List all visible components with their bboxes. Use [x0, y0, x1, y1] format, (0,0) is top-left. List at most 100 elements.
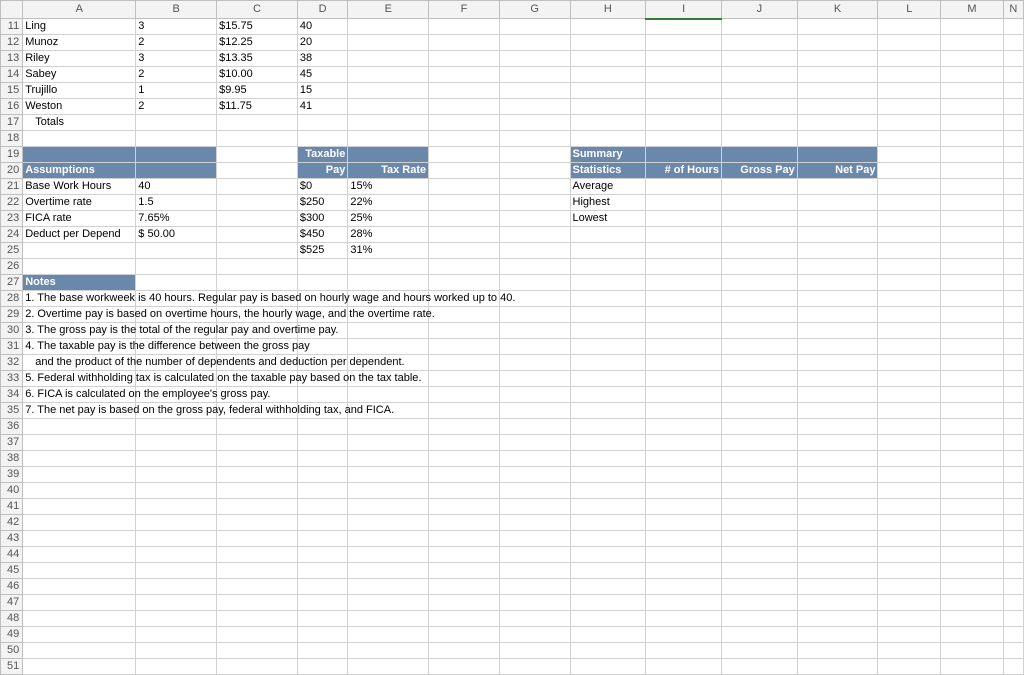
cell-G12[interactable]	[499, 35, 570, 51]
cell-L23[interactable]	[878, 211, 941, 227]
cell-A33[interactable]: 5. Federal withholding tax is calculated…	[23, 371, 136, 387]
cell-D34[interactable]	[297, 387, 347, 403]
cell-L37[interactable]	[878, 435, 941, 451]
cell-F14[interactable]	[429, 67, 500, 83]
cell-E14[interactable]	[348, 67, 429, 83]
cell-C25[interactable]	[217, 243, 298, 259]
cell-I26[interactable]	[646, 259, 722, 275]
cell-H37[interactable]	[570, 435, 646, 451]
cell-H14[interactable]	[570, 67, 646, 83]
cell-H50[interactable]	[570, 643, 646, 659]
cell-A30[interactable]: 3. The gross pay is the total of the reg…	[23, 323, 136, 339]
cell-L49[interactable]	[878, 627, 941, 643]
cell-D24[interactable]: $450	[297, 227, 347, 243]
row-header-42[interactable]: 42	[1, 515, 23, 531]
cell-G27[interactable]	[499, 275, 570, 291]
row-header-30[interactable]: 30	[1, 323, 23, 339]
cell-D51[interactable]	[297, 659, 347, 675]
cell-N42[interactable]	[1003, 515, 1023, 531]
cell-J35[interactable]	[721, 403, 797, 419]
cell-K40[interactable]	[797, 483, 878, 499]
col-header-E[interactable]: E	[348, 1, 429, 19]
row-header-49[interactable]: 49	[1, 627, 23, 643]
cell-B20[interactable]	[136, 163, 217, 179]
cell-E46[interactable]	[348, 579, 429, 595]
cell-F27[interactable]	[429, 275, 500, 291]
cell-G31[interactable]	[499, 339, 570, 355]
cell-E17[interactable]	[348, 115, 429, 131]
row-header-36[interactable]: 36	[1, 419, 23, 435]
cell-K51[interactable]	[797, 659, 878, 675]
cell-N20[interactable]	[1003, 163, 1023, 179]
cell-E41[interactable]	[348, 499, 429, 515]
cell-G25[interactable]	[499, 243, 570, 259]
cell-H48[interactable]	[570, 611, 646, 627]
cell-M51[interactable]	[941, 659, 1004, 675]
row-40[interactable]: 40	[1, 483, 1024, 499]
cell-I31[interactable]	[646, 339, 722, 355]
cell-N27[interactable]	[1003, 275, 1023, 291]
cell-I29[interactable]	[646, 307, 722, 323]
cell-K49[interactable]	[797, 627, 878, 643]
cell-L25[interactable]	[878, 243, 941, 259]
row-50[interactable]: 50	[1, 643, 1024, 659]
row-header-46[interactable]: 46	[1, 579, 23, 595]
row-34[interactable]: 346. FICA is calculated on the employee'…	[1, 387, 1024, 403]
cell-C42[interactable]	[217, 515, 298, 531]
cell-J31[interactable]	[721, 339, 797, 355]
cell-C20[interactable]	[217, 163, 298, 179]
cell-H32[interactable]	[570, 355, 646, 371]
cell-E16[interactable]	[348, 99, 429, 115]
row-41[interactable]: 41	[1, 499, 1024, 515]
cell-I11[interactable]	[646, 19, 722, 35]
cell-J25[interactable]	[721, 243, 797, 259]
cell-H29[interactable]	[570, 307, 646, 323]
cell-A39[interactable]	[23, 467, 136, 483]
cell-L29[interactable]	[878, 307, 941, 323]
cell-J13[interactable]	[721, 51, 797, 67]
cell-N41[interactable]	[1003, 499, 1023, 515]
cell-M38[interactable]	[941, 451, 1004, 467]
cell-F33[interactable]	[429, 371, 500, 387]
cell-E23[interactable]: 25%	[348, 211, 429, 227]
cell-K21[interactable]	[797, 179, 878, 195]
cell-B12[interactable]: 2	[136, 35, 217, 51]
row-header-51[interactable]: 51	[1, 659, 23, 675]
cell-B23[interactable]: 7.65%	[136, 211, 217, 227]
cell-J41[interactable]	[721, 499, 797, 515]
cell-H31[interactable]	[570, 339, 646, 355]
cell-N18[interactable]	[1003, 131, 1023, 147]
cell-M19[interactable]	[941, 147, 1004, 163]
cell-B11[interactable]: 3	[136, 19, 217, 35]
cell-M33[interactable]	[941, 371, 1004, 387]
cell-M36[interactable]	[941, 419, 1004, 435]
cell-F23[interactable]	[429, 211, 500, 227]
cell-J28[interactable]	[721, 291, 797, 307]
cell-I50[interactable]	[646, 643, 722, 659]
row-header-24[interactable]: 24	[1, 227, 23, 243]
cell-F13[interactable]	[429, 51, 500, 67]
cell-G17[interactable]	[499, 115, 570, 131]
row-header-18[interactable]: 18	[1, 131, 23, 147]
row-22[interactable]: 22Overtime rate1.5$25022%Highest	[1, 195, 1024, 211]
cell-H46[interactable]	[570, 579, 646, 595]
cell-G33[interactable]	[499, 371, 570, 387]
cell-B19[interactable]	[136, 147, 217, 163]
cell-F39[interactable]	[429, 467, 500, 483]
cell-N22[interactable]	[1003, 195, 1023, 211]
cell-K45[interactable]	[797, 563, 878, 579]
cell-G16[interactable]	[499, 99, 570, 115]
col-header-F[interactable]: F	[429, 1, 500, 19]
cell-E44[interactable]	[348, 547, 429, 563]
cell-K34[interactable]	[797, 387, 878, 403]
cell-L18[interactable]	[878, 131, 941, 147]
cell-G47[interactable]	[499, 595, 570, 611]
cell-H49[interactable]	[570, 627, 646, 643]
cell-D48[interactable]	[297, 611, 347, 627]
row-20[interactable]: 20AssumptionsPayTax RateStatistics# of H…	[1, 163, 1024, 179]
col-header-M[interactable]: M	[941, 1, 1004, 19]
cell-B24[interactable]: $ 50.00	[136, 227, 217, 243]
cell-I20[interactable]: # of Hours	[646, 163, 722, 179]
cell-E24[interactable]: 28%	[348, 227, 429, 243]
cell-J44[interactable]	[721, 547, 797, 563]
